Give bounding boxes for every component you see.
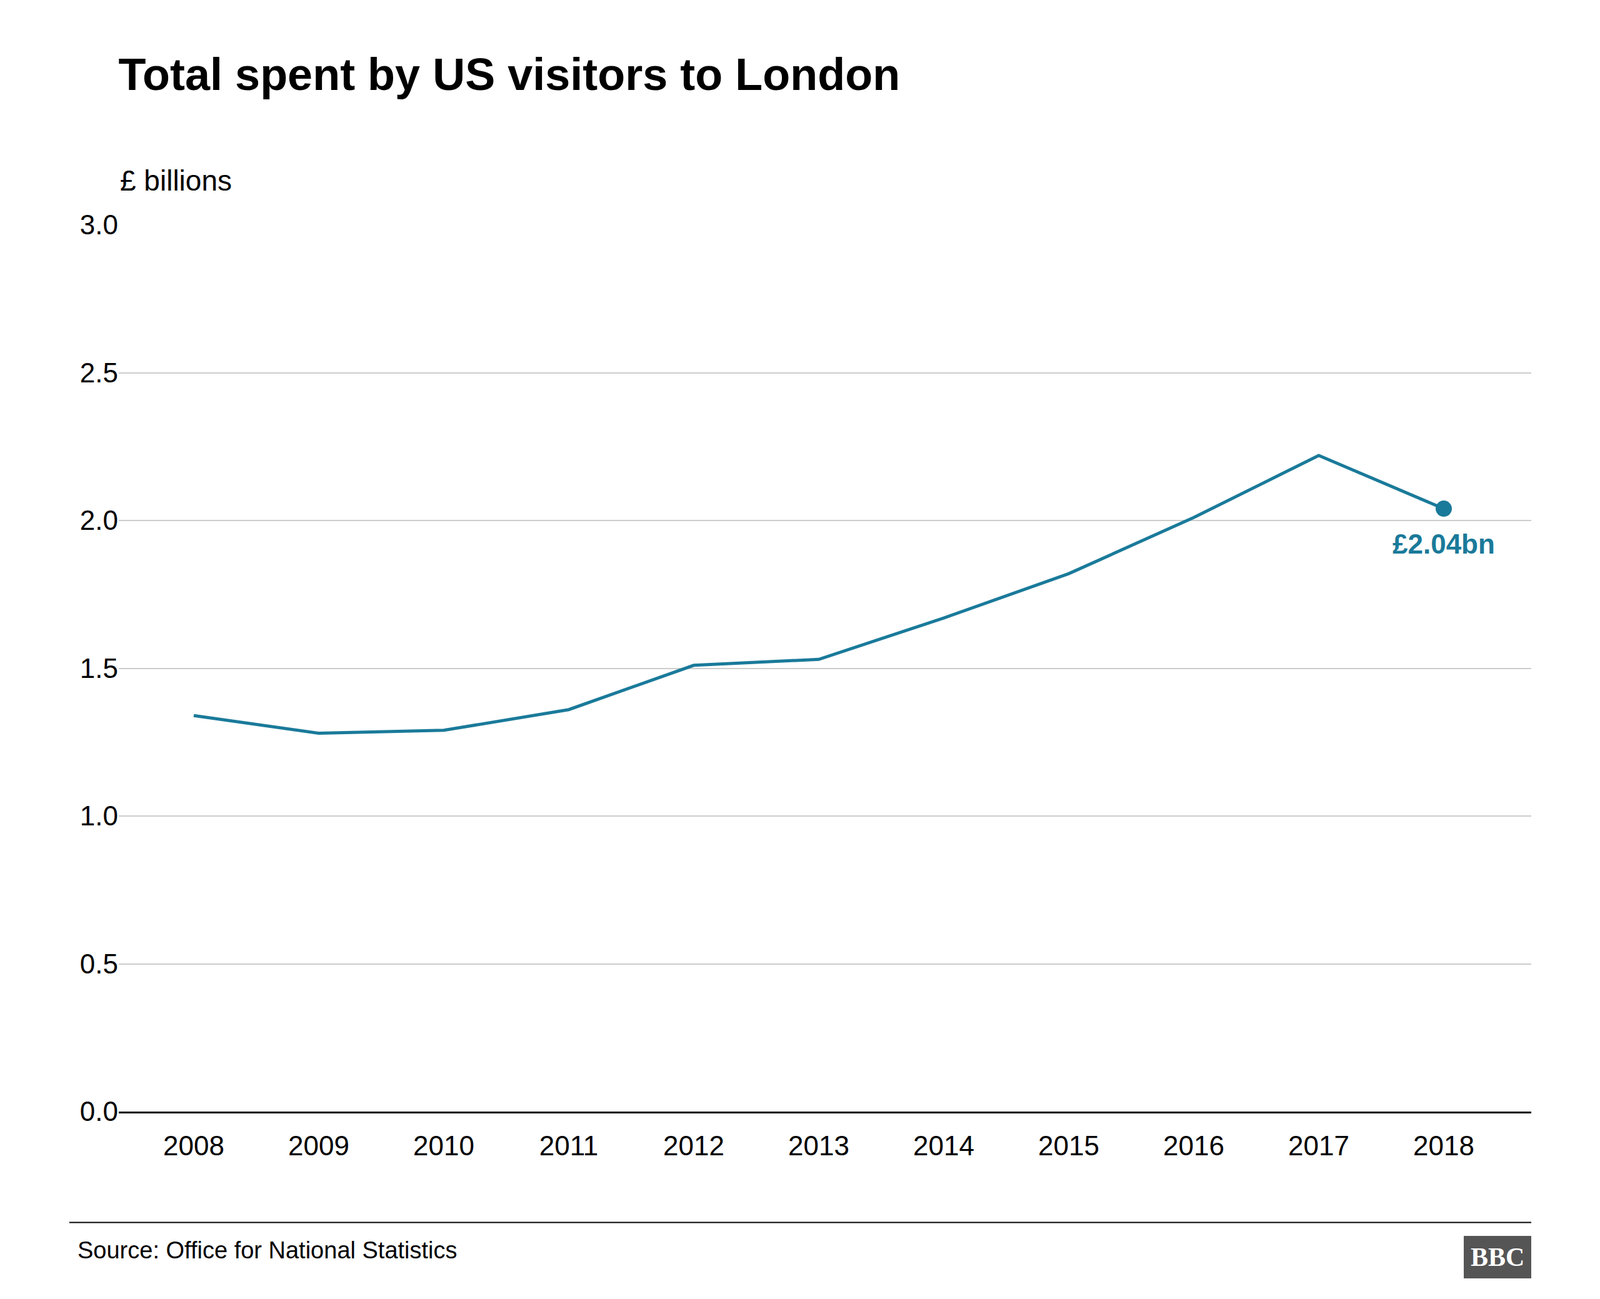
svg-text:2016: 2016 — [1163, 1130, 1225, 1162]
svg-text:3.0: 3.0 — [80, 209, 119, 240]
svg-text:2010: 2010 — [413, 1130, 475, 1162]
svg-text:2013: 2013 — [788, 1130, 850, 1162]
svg-text:Total spent by US visitors to: Total spent by US visitors to London — [118, 49, 900, 100]
svg-text:£2.04bn: £2.04bn — [1392, 528, 1495, 560]
svg-text:0.0: 0.0 — [80, 1096, 119, 1127]
svg-text:1.0: 1.0 — [80, 800, 119, 832]
svg-text:2008: 2008 — [163, 1130, 225, 1162]
svg-text:BBC: BBC — [1470, 1243, 1525, 1272]
svg-text:Source: Office for National St: Source: Office for National Statistics — [77, 1237, 458, 1264]
svg-text:£ billions: £ billions — [120, 164, 232, 197]
svg-text:2017: 2017 — [1288, 1130, 1350, 1162]
svg-text:2009: 2009 — [288, 1130, 350, 1162]
svg-text:2.0: 2.0 — [80, 505, 119, 536]
svg-text:2015: 2015 — [1038, 1130, 1100, 1162]
svg-text:1.5: 1.5 — [80, 653, 119, 684]
svg-text:0.5: 0.5 — [80, 948, 119, 980]
svg-text:2014: 2014 — [913, 1130, 975, 1162]
svg-text:2011: 2011 — [539, 1130, 599, 1162]
svg-text:2012: 2012 — [663, 1130, 725, 1162]
svg-text:2018: 2018 — [1413, 1130, 1475, 1162]
svg-text:2.5: 2.5 — [80, 357, 119, 389]
